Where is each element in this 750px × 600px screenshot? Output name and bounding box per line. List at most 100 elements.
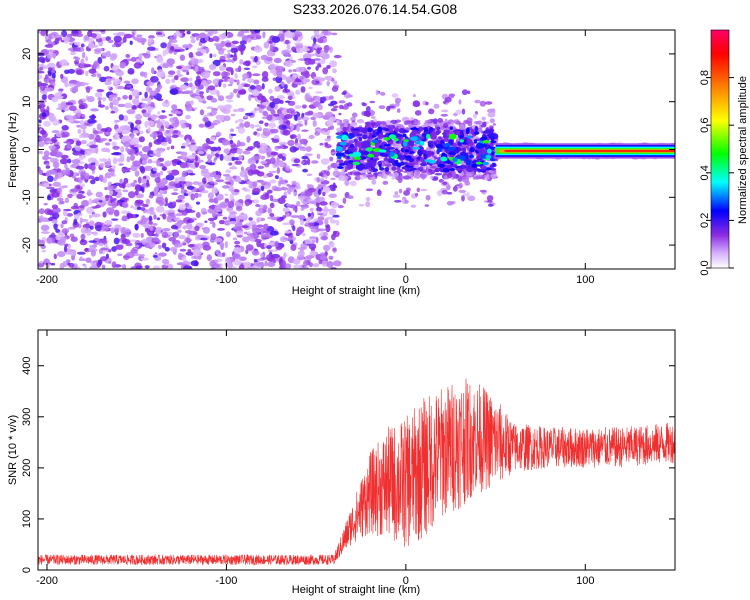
heatmap-cell [231,165,236,169]
heatmap-cell [88,198,93,205]
heatmap-cell [380,169,386,173]
heatmap-cell [239,219,244,223]
heatmap-cell [182,69,189,73]
heatmap-cell [242,73,249,80]
heatmap-cell [277,71,283,78]
heatmap-cell [337,155,342,160]
heatmap-cell [282,207,290,213]
heatmap-cell [198,32,207,40]
heatmap-cell [80,227,88,234]
heatmap-cell [79,256,84,262]
heatmap-cell [257,165,265,169]
heatmap-cell [168,64,174,68]
heatmap-cell [335,146,343,152]
heatmap-cell [64,198,69,202]
heatmap-cell [156,84,163,90]
heatmap-cell [131,31,135,39]
heatmap-cell [206,140,215,145]
heatmap-cell [317,38,324,44]
heatmap-cell [173,188,179,192]
heatmap-cell [78,153,83,157]
heatmap-cell [256,218,260,223]
heatmap-cell [224,193,228,196]
heatmap-cell [440,113,449,117]
heatmap-cell [47,49,56,53]
heatmap-cell [111,98,120,106]
heatmap-cell [180,84,188,90]
heatmap-cell [319,255,328,261]
heatmap-cell [199,165,207,170]
heatmap-cell [164,99,169,104]
heatmap-cell [77,212,83,216]
heatmap-cell [453,119,460,125]
x-tick-label: -100 [215,274,237,286]
heatmap-cell [207,192,214,200]
heatmap-cell [287,139,295,147]
heatmap-cell [198,123,205,128]
heatmap-cell [341,145,347,151]
heatmap-cell [480,136,488,141]
heatmap-cell [294,115,298,121]
heatmap-cell [263,204,268,211]
heatmap-cell [233,88,238,94]
heatmap-cell [272,77,276,81]
heatmap-cell [67,83,76,87]
heatmap-cell [254,124,262,128]
heatmap-cell [93,198,101,201]
heatmap-cell [251,89,260,97]
heatmap-cell [402,133,407,138]
heatmap-cell [68,262,75,268]
heatmap-cell [388,158,395,164]
heatmap-cell [154,177,161,183]
heatmap-cell [262,110,269,117]
heatmap-cell [465,159,472,166]
heatmap-cell [280,81,285,87]
heatmap-cell [441,189,448,195]
heatmap-cell [47,71,52,77]
heatmap-cell [302,116,310,122]
heatmap-cell [225,181,231,185]
heatmap-cell [254,46,263,53]
heatmap-cell [232,54,238,62]
heatmap-cell [211,109,218,115]
heatmap-cell [326,261,334,268]
heatmap-cell [485,167,492,171]
heatmap-cell [342,119,350,123]
heatmap-cell [98,242,104,247]
y-tick-label: 10 [21,96,33,108]
heatmap-cell [378,149,387,153]
heatmap-cell [438,148,443,153]
heatmap-cell [219,242,225,247]
heatmap-cell [326,170,330,177]
heatmap-cell [371,122,375,129]
heatmap-cell [104,187,108,191]
heatmap-cell [323,244,331,252]
heatmap-cell [202,177,207,185]
heatmap-cell [100,201,106,207]
heatmap-cell [482,121,487,126]
heatmap-cell [194,161,199,168]
heatmap-cell [403,190,410,196]
heatmap-cell [112,145,120,150]
heatmap-cell [100,138,108,141]
heatmap-cell [101,147,109,153]
heatmap-cell [274,175,279,180]
heatmap-cell [276,95,285,100]
heatmap-cell [161,258,170,265]
heatmap-cell [452,171,456,178]
heatmap-cell [307,66,311,70]
heatmap-cell [256,144,261,149]
heatmap-cell [273,113,280,117]
heatmap-cell [229,153,235,156]
heatmap-cell [260,185,265,191]
heatmap-cell [77,251,86,255]
heatmap-cell [281,110,285,113]
heatmap-cell [319,178,325,182]
heatmap-cell [55,172,59,180]
heatmap-cell [53,253,57,260]
heatmap-cell [100,256,108,262]
heatmap-cell [88,157,97,163]
colorbar-tick-label: 0.0 [699,260,711,275]
heatmap-cell [395,133,403,137]
heatmap-cell [60,223,64,229]
